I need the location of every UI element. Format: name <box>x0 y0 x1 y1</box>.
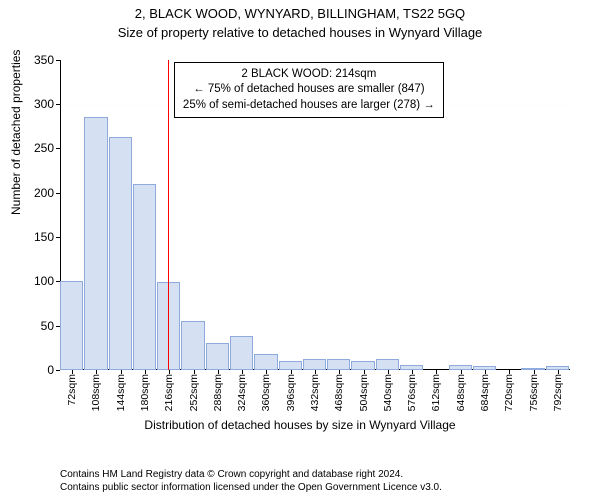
x-tick-label: 360sqm <box>260 374 272 411</box>
x-tick-label: 756sqm <box>528 374 540 411</box>
footer-line-2: Contains public sector information licen… <box>60 481 600 495</box>
page-subtitle: Size of property relative to detached ho… <box>0 25 600 40</box>
y-tick-label: 100 <box>14 274 54 288</box>
y-tick-label: 50 <box>14 319 54 333</box>
y-tick-label: 0 <box>14 363 54 377</box>
x-tick-label: 216sqm <box>163 374 175 411</box>
histogram-bar <box>181 321 204 370</box>
footer-line-1: Contains HM Land Registry data © Crown c… <box>60 468 600 482</box>
y-tick-label: 200 <box>14 186 54 200</box>
y-tick-label: 350 <box>14 53 54 67</box>
y-tick-mark <box>56 237 60 238</box>
x-tick-label: 576sqm <box>406 374 418 411</box>
info-box: 2 BLACK WOOD: 214sqm← 75% of detached ho… <box>174 62 444 119</box>
histogram-bar <box>376 359 399 370</box>
info-box-line: 2 BLACK WOOD: 214sqm <box>183 67 435 83</box>
page-title: 2, BLACK WOOD, WYNYARD, BILLINGHAM, TS22… <box>0 6 600 23</box>
x-tick-label: 504sqm <box>358 374 370 411</box>
x-tick-label: 612sqm <box>430 374 442 411</box>
histogram-bar <box>84 117 107 369</box>
info-box-line: 25% of semi-detached houses are larger (… <box>183 98 435 114</box>
x-tick-label: 468sqm <box>333 374 345 411</box>
x-tick-label: 252sqm <box>188 374 200 411</box>
histogram-bar <box>230 336 253 370</box>
y-tick-mark <box>56 104 60 105</box>
chart-container: Number of detached properties Distributi… <box>0 40 600 440</box>
grid-line <box>60 60 570 61</box>
histogram-bar <box>303 359 326 370</box>
y-tick-mark <box>56 193 60 194</box>
info-box-line: ← 75% of detached houses are smaller (84… <box>183 82 435 98</box>
histogram-bar <box>279 361 302 370</box>
x-tick-label: 792sqm <box>552 374 564 411</box>
x-tick-label: 108sqm <box>90 374 102 411</box>
x-tick-label: 684sqm <box>479 374 491 411</box>
x-tick-label: 180sqm <box>139 374 151 411</box>
x-tick-label: 432sqm <box>309 374 321 411</box>
x-tick-label: 72sqm <box>66 374 78 406</box>
y-tick-mark <box>56 60 60 61</box>
y-tick-label: 250 <box>14 141 54 155</box>
y-tick-label: 300 <box>14 97 54 111</box>
x-tick-label: 648sqm <box>455 374 467 411</box>
histogram-bar <box>254 354 277 370</box>
histogram-bar <box>109 137 132 370</box>
reference-line <box>168 60 170 370</box>
histogram-bar <box>206 343 229 370</box>
y-tick-mark <box>56 148 60 149</box>
histogram-bar <box>60 281 83 370</box>
footer: Contains HM Land Registry data © Crown c… <box>0 468 600 495</box>
histogram-bar <box>327 359 350 370</box>
x-axis-label: Distribution of detached houses by size … <box>0 418 600 432</box>
x-tick-label: 144sqm <box>115 374 127 411</box>
x-tick-label: 396sqm <box>285 374 297 411</box>
y-tick-label: 150 <box>14 230 54 244</box>
grid-line <box>60 148 570 149</box>
y-tick-mark <box>56 370 60 371</box>
histogram-bar <box>351 361 374 370</box>
x-tick-label: 324sqm <box>236 374 248 411</box>
histogram-bar <box>133 184 156 370</box>
x-tick-label: 540sqm <box>382 374 394 411</box>
x-tick-label: 720sqm <box>503 374 515 411</box>
x-tick-label: 288sqm <box>212 374 224 411</box>
